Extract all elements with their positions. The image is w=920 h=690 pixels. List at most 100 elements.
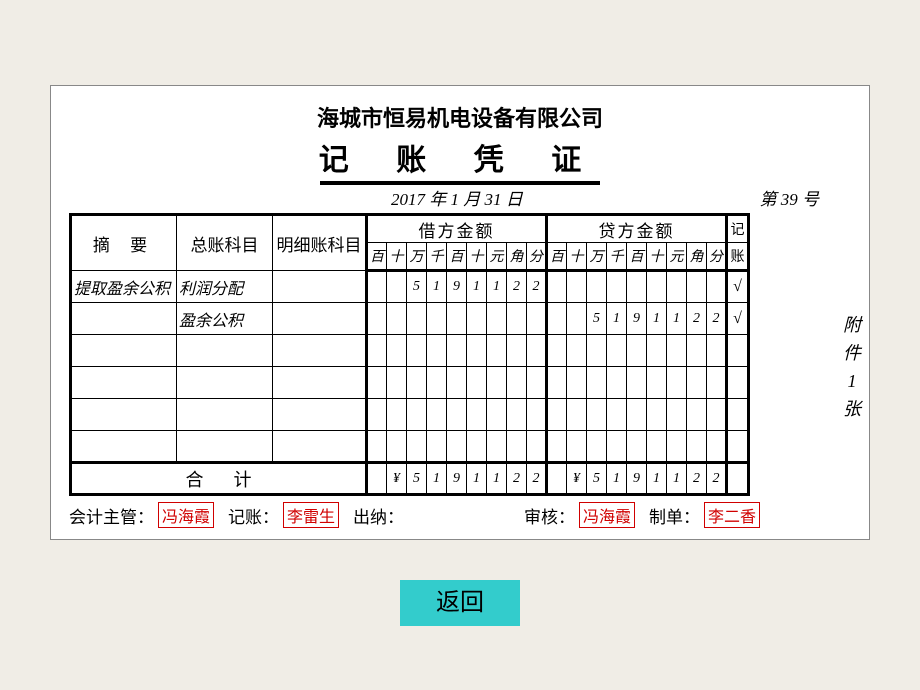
back-button[interactable]: 返回: [400, 580, 520, 626]
total-debit-digit: 1: [487, 463, 507, 495]
total-credit-digit: 9: [627, 463, 647, 495]
debit-digit: [507, 303, 527, 335]
debit-digit: [527, 399, 547, 431]
debit-digit: [387, 303, 407, 335]
company-name: 海城市恒易机电设备有限公司: [51, 101, 869, 133]
credit-digit: [627, 399, 647, 431]
date-row: 2017 年 1 月 31 日 第 39 号: [51, 185, 869, 209]
voucher-number: 第 39 号: [760, 185, 820, 210]
debit-digit: [527, 303, 547, 335]
debit-digit: [467, 335, 487, 367]
credit-digit: [587, 431, 607, 463]
unit-cell: 百: [367, 243, 387, 271]
debit-digit: [387, 367, 407, 399]
credit-digit: [547, 367, 567, 399]
auditor-stamp: 冯海霞: [579, 502, 635, 528]
col-post1: 记: [727, 215, 749, 243]
credit-digit: [707, 431, 727, 463]
dacct-cell: [273, 399, 367, 431]
debit-digit: [427, 431, 447, 463]
credit-digit: [647, 431, 667, 463]
credit-digit: [547, 399, 567, 431]
dacct-cell: [273, 367, 367, 399]
total-credit-digit: 1: [607, 463, 627, 495]
credit-digit: [687, 431, 707, 463]
debit-digit: 1: [467, 271, 487, 303]
preparer-stamp: 李二香: [704, 502, 760, 528]
day: 31: [485, 190, 502, 209]
debit-digit: [467, 431, 487, 463]
summary-cell: [71, 335, 177, 367]
debit-digit: [447, 335, 467, 367]
credit-digit: [707, 335, 727, 367]
attachment-label: 附 件 1 张: [843, 311, 861, 423]
gacct-cell: [177, 367, 273, 399]
gacct-cell: [177, 399, 273, 431]
total-debit-digit: 1: [467, 463, 487, 495]
col-summary: 摘 要: [71, 215, 177, 271]
total-mark: [727, 463, 749, 495]
debit-digit: [407, 367, 427, 399]
post-mark: √: [727, 303, 749, 335]
unit-cell: 元: [487, 243, 507, 271]
credit-digit: [707, 367, 727, 399]
total-credit-digit: 5: [587, 463, 607, 495]
debit-digit: [507, 431, 527, 463]
debit-digit: [487, 303, 507, 335]
debit-digit: [387, 431, 407, 463]
credit-digit: [567, 303, 587, 335]
credit-digit: [647, 335, 667, 367]
unit-cell: 万: [407, 243, 427, 271]
debit-digit: [427, 303, 447, 335]
gacct-cell: [177, 335, 273, 367]
summary-cell: 提取盈余公积: [71, 271, 177, 303]
total-debit-digit: ¥: [387, 463, 407, 495]
unit-cell: 百: [627, 243, 647, 271]
debit-digit: [387, 271, 407, 303]
credit-digit: [667, 431, 687, 463]
credit-digit: [607, 399, 627, 431]
credit-digit: [567, 431, 587, 463]
total-debit-digit: 2: [507, 463, 527, 495]
credit-digit: [607, 367, 627, 399]
bookkeeper-stamp: 李雷生: [283, 502, 339, 528]
gacct-cell: 盈余公积: [177, 303, 273, 335]
year: 2017: [391, 190, 425, 209]
credit-digit: [687, 271, 707, 303]
credit-digit: [587, 367, 607, 399]
debit-digit: [527, 431, 547, 463]
credit-digit: 2: [687, 303, 707, 335]
dacct-cell: [273, 303, 367, 335]
dacct-cell: [273, 431, 367, 463]
col-post2: 账: [727, 243, 749, 271]
unit-cell: 千: [607, 243, 627, 271]
total-credit-digit: 2: [687, 463, 707, 495]
summary-cell: [71, 431, 177, 463]
col-detail: 明细账科目: [273, 215, 367, 271]
supervisor-stamp: 冯海霞: [158, 502, 214, 528]
voucher-table: 摘 要 总账科目 明细账科目 借方金额 贷方金额 记 百十万千百十元角分百十万千…: [69, 213, 750, 496]
debit-digit: [507, 399, 527, 431]
debit-digit: [407, 399, 427, 431]
debit-digit: [447, 431, 467, 463]
month: 1: [451, 190, 460, 209]
debit-digit: [467, 367, 487, 399]
debit-digit: 1: [487, 271, 507, 303]
unit-cell: 分: [707, 243, 727, 271]
debit-digit: [487, 431, 507, 463]
total-credit-digit: ¥: [567, 463, 587, 495]
debit-digit: [467, 303, 487, 335]
summary-cell: [71, 303, 177, 335]
col-general: 总账科目: [177, 215, 273, 271]
credit-digit: [707, 399, 727, 431]
unit-cell: 分: [527, 243, 547, 271]
debit-digit: [387, 335, 407, 367]
debit-digit: [507, 367, 527, 399]
credit-digit: [627, 335, 647, 367]
debit-digit: [487, 335, 507, 367]
credit-digit: [547, 335, 567, 367]
debit-digit: 1: [427, 271, 447, 303]
credit-digit: [707, 271, 727, 303]
total-debit-digit: 2: [527, 463, 547, 495]
credit-digit: [567, 367, 587, 399]
